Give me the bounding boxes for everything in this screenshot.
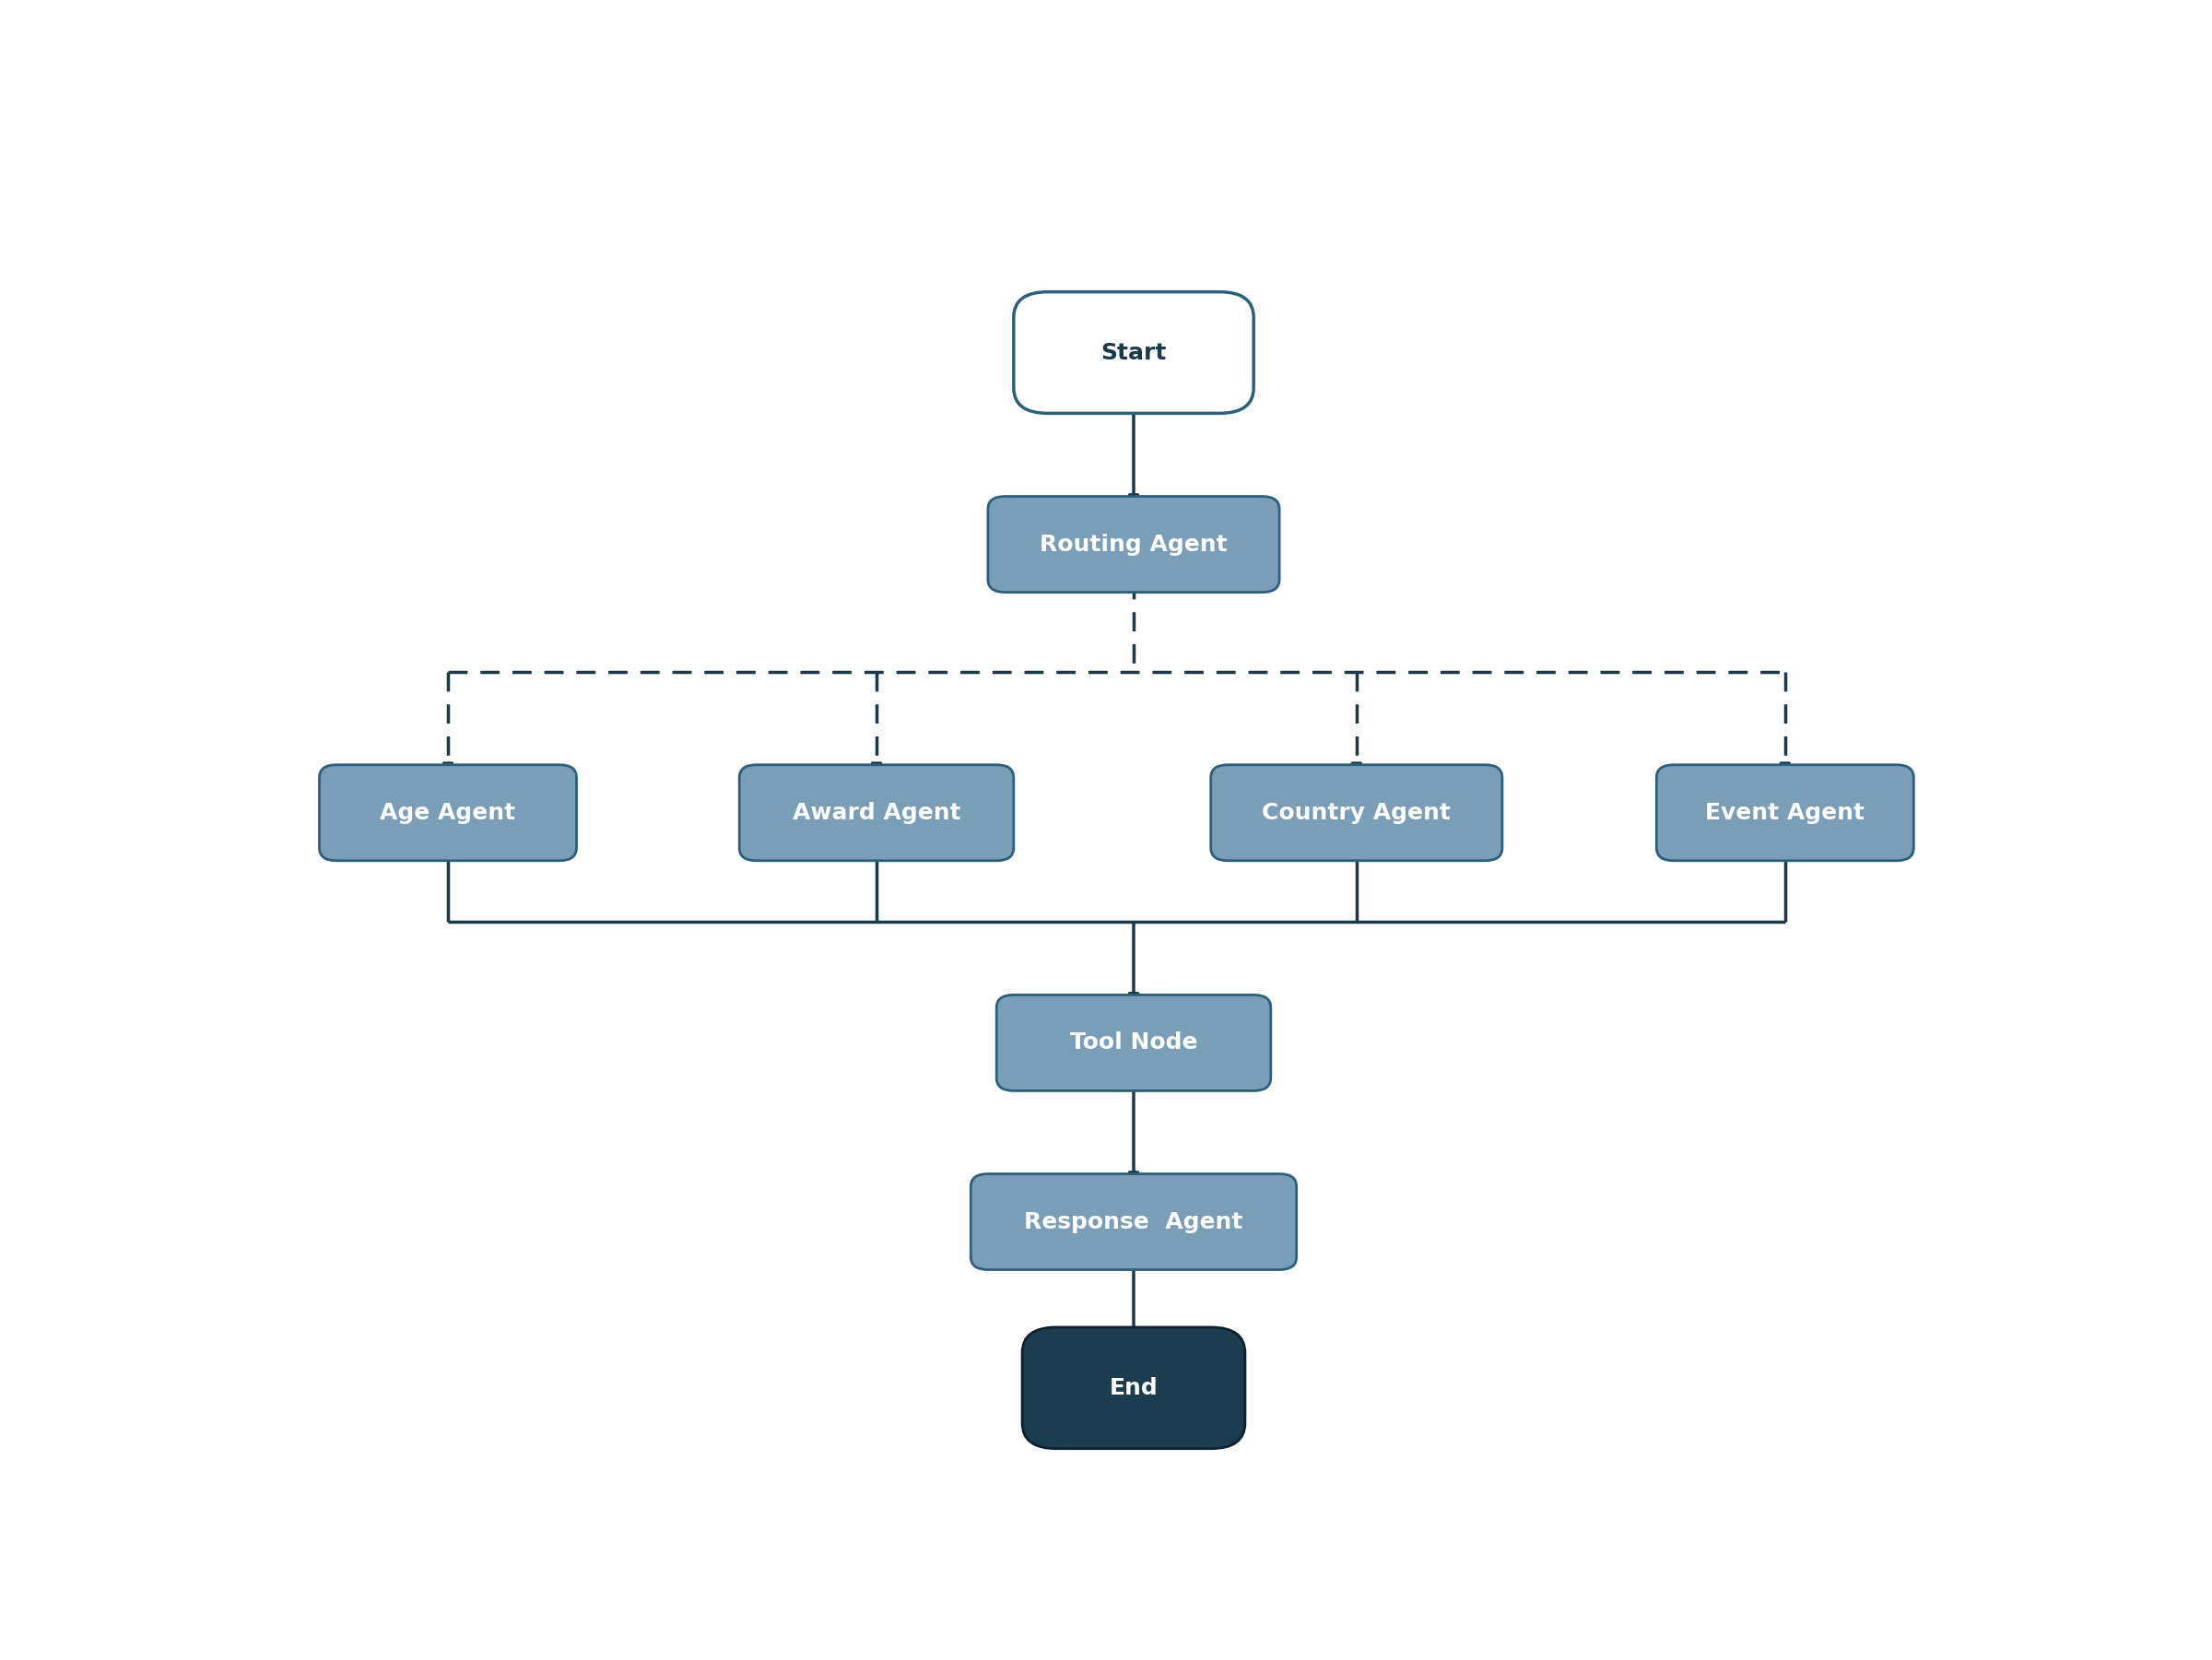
FancyBboxPatch shape bbox=[739, 765, 1013, 860]
Text: Event Agent: Event Agent bbox=[1705, 802, 1865, 823]
Text: Age Agent: Age Agent bbox=[380, 802, 515, 823]
FancyBboxPatch shape bbox=[1022, 1328, 1245, 1449]
FancyBboxPatch shape bbox=[995, 994, 1270, 1091]
Text: Award Agent: Award Agent bbox=[792, 802, 960, 823]
Text: Tool Node: Tool Node bbox=[1071, 1033, 1197, 1054]
Text: Response  Agent: Response Agent bbox=[1024, 1210, 1243, 1233]
FancyBboxPatch shape bbox=[1657, 765, 1913, 860]
Text: Start: Start bbox=[1102, 342, 1166, 364]
FancyBboxPatch shape bbox=[989, 496, 1279, 593]
Text: End: End bbox=[1110, 1376, 1157, 1399]
FancyBboxPatch shape bbox=[971, 1174, 1296, 1270]
FancyBboxPatch shape bbox=[1013, 292, 1254, 413]
FancyBboxPatch shape bbox=[319, 765, 577, 860]
Text: Country Agent: Country Agent bbox=[1263, 802, 1451, 823]
Text: Routing Agent: Routing Agent bbox=[1040, 533, 1228, 556]
FancyBboxPatch shape bbox=[1210, 765, 1502, 860]
